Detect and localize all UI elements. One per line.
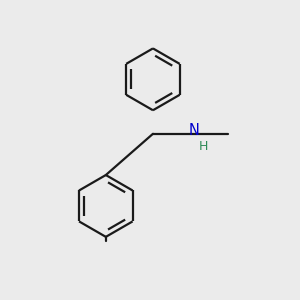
Text: N: N bbox=[189, 123, 200, 138]
Text: H: H bbox=[199, 140, 208, 153]
